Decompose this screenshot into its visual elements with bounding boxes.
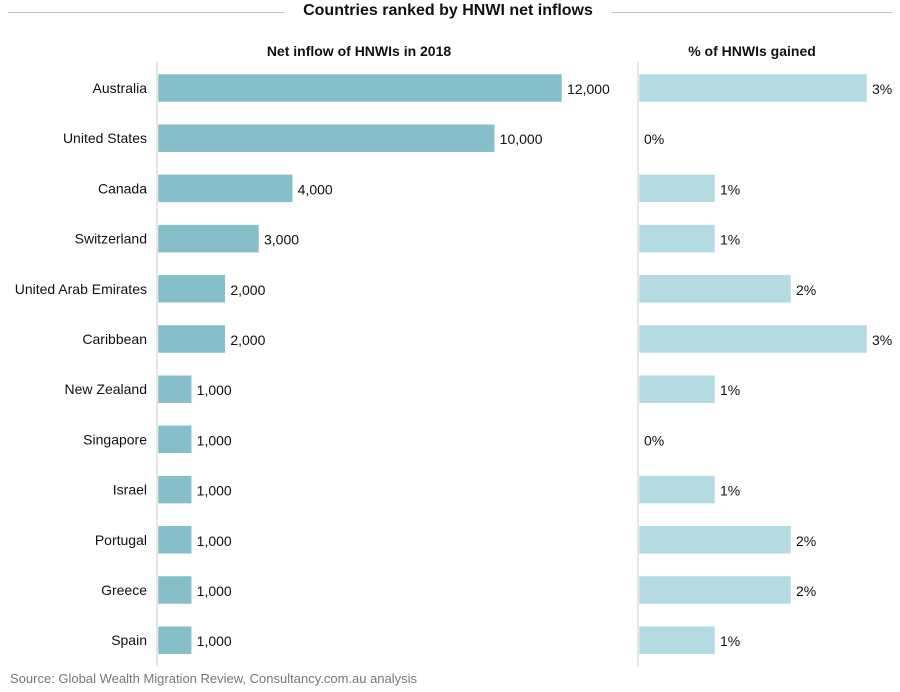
bar-net-inflow bbox=[157, 575, 192, 605]
value-label-net-inflow: 1,000 bbox=[197, 483, 232, 499]
value-label-net-inflow: 4,000 bbox=[298, 181, 333, 197]
bar-pct-gained bbox=[638, 224, 716, 253]
bar-pct-gained bbox=[638, 525, 792, 555]
value-label-pct-gained: 3% bbox=[872, 332, 892, 348]
value-label-net-inflow: 10,000 bbox=[500, 131, 543, 147]
value-label-pct-gained: 0% bbox=[644, 432, 664, 448]
category-label: United States bbox=[63, 130, 147, 146]
bar-net-inflow bbox=[157, 374, 192, 404]
title-rule-right bbox=[612, 12, 892, 13]
bar-pct-gained bbox=[638, 174, 716, 203]
category-label: Australia bbox=[93, 80, 148, 96]
category-label: Caribbean bbox=[82, 331, 147, 347]
category-label: Spain bbox=[111, 632, 147, 648]
value-label-net-inflow: 1,000 bbox=[197, 382, 232, 398]
category-label: Singapore bbox=[83, 431, 147, 447]
value-label-net-inflow: 2,000 bbox=[230, 332, 265, 348]
bar-net-inflow bbox=[157, 324, 226, 354]
bar-net-inflow bbox=[157, 525, 192, 555]
category-label: Switzerland bbox=[75, 231, 147, 247]
bar-net-inflow bbox=[157, 123, 495, 153]
bar-net-inflow bbox=[157, 174, 293, 203]
value-label-net-inflow: 1,000 bbox=[197, 633, 232, 649]
value-label-net-inflow: 3,000 bbox=[264, 232, 299, 248]
bar-pct-gained bbox=[638, 625, 716, 655]
bar-net-inflow bbox=[157, 475, 192, 504]
value-label-pct-gained: 0% bbox=[644, 131, 664, 147]
value-label-net-inflow: 1,000 bbox=[197, 583, 232, 599]
bar-net-inflow bbox=[157, 625, 192, 655]
value-label-pct-gained: 3% bbox=[872, 81, 892, 97]
source-note: Source: Global Wealth Migration Review, … bbox=[10, 671, 418, 686]
value-label-pct-gained: 1% bbox=[720, 483, 740, 499]
value-label-pct-gained: 1% bbox=[720, 382, 740, 398]
bar-pct-gained bbox=[638, 73, 868, 103]
value-label-net-inflow: 1,000 bbox=[197, 533, 232, 549]
panel-header-2: % of HNWIs gained bbox=[688, 43, 816, 59]
value-label-pct-gained: 2% bbox=[796, 583, 816, 599]
value-label-net-inflow: 12,000 bbox=[567, 81, 610, 97]
bar-net-inflow bbox=[157, 73, 563, 103]
title-rule-left bbox=[8, 12, 284, 13]
value-label-pct-gained: 1% bbox=[720, 633, 740, 649]
value-label-net-inflow: 1,000 bbox=[197, 432, 232, 448]
bar-pct-gained bbox=[638, 374, 716, 404]
bar-pct-gained bbox=[638, 274, 792, 304]
bar-net-inflow bbox=[157, 425, 192, 454]
chart-title: Countries ranked by HNWI net inflows bbox=[303, 2, 593, 19]
bar-pct-gained bbox=[638, 324, 868, 354]
panel-header-1: Net inflow of HNWIs in 2018 bbox=[267, 43, 452, 59]
value-label-net-inflow: 2,000 bbox=[230, 282, 265, 298]
chart-title-bar: Countries ranked by HNWI net inflows bbox=[0, 0, 900, 26]
bar-net-inflow bbox=[157, 224, 260, 253]
category-label: Israel bbox=[113, 482, 147, 498]
bar-pct-gained bbox=[638, 475, 716, 504]
category-label: United Arab Emirates bbox=[15, 281, 147, 297]
value-label-pct-gained: 2% bbox=[796, 533, 816, 549]
category-label: Portugal bbox=[95, 532, 147, 548]
value-label-pct-gained: 1% bbox=[720, 181, 740, 197]
bar-pct-gained bbox=[638, 575, 792, 605]
value-label-pct-gained: 1% bbox=[720, 232, 740, 248]
value-label-pct-gained: 2% bbox=[796, 282, 816, 298]
category-label: New Zealand bbox=[65, 381, 148, 397]
category-label: Canada bbox=[98, 180, 147, 196]
bar-net-inflow bbox=[157, 274, 226, 304]
category-label: Greece bbox=[101, 582, 147, 598]
